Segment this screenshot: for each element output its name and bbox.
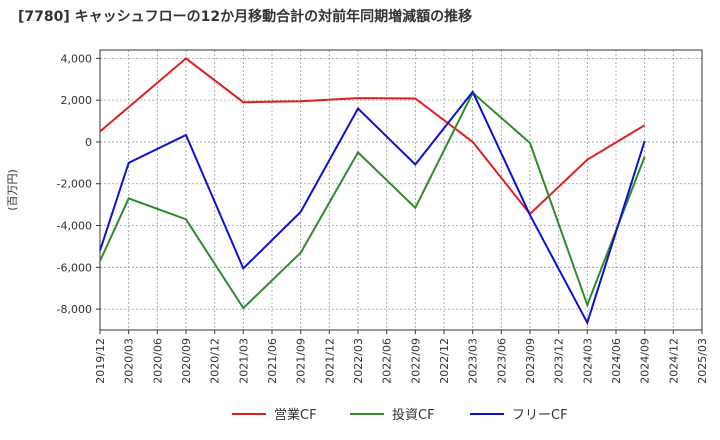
y-tick-label: -8,000 [57,303,92,316]
x-tick-label: 2021/03 [237,338,250,384]
x-tick-label: 2021/06 [266,338,279,384]
x-tick-label: 2024/03 [581,338,594,384]
x-tick-label: 2023/12 [553,338,566,384]
y-tick-label: 4,000 [61,52,93,65]
x-tick-label: 2025/03 [696,338,709,384]
legend: 営業CF 投資CF フリーCF [232,407,568,423]
x-tick-label: 2020/06 [151,338,164,384]
chart-title: [7780] キャッシュフローの12か月移動合計の対前年同期増減額の推移 [18,9,473,25]
x-tick-label: 2024/09 [639,338,652,384]
x-tick-label: 2021/12 [323,338,336,384]
x-tick-label: 2024/12 [667,338,680,384]
y-tick-label: 2,000 [61,94,93,107]
y-tick-label: -6,000 [57,261,92,274]
series-line-1 [99,57,646,216]
legend-label: 営業CF [274,407,317,423]
x-tick-label: 2020/03 [123,338,136,384]
x-tick-label: 2023/06 [495,338,508,384]
x-tick-label: 2020/12 [209,338,222,384]
y-tick-label: 0 [85,136,92,149]
plot-frame [99,49,703,331]
x-tick-label: 2023/09 [524,338,537,384]
x-tick-label: 2022/12 [438,338,451,384]
grid-layer [99,50,703,330]
x-tick-label: 2021/09 [295,338,308,384]
series-layer [99,57,646,326]
y-tick-label: -2,000 [57,178,92,191]
y-axis-label: (百万円) [6,169,19,211]
series-line-2 [99,91,646,310]
x-tick-label: 2023/03 [467,338,480,384]
x-tick-label: 2022/03 [352,338,365,384]
series-line-3 [99,89,646,326]
x-tick-label: 2022/06 [381,338,394,384]
x-tick-label: 2020/09 [180,338,193,384]
x-tick-label: 2022/09 [409,338,422,384]
y-axis: 4,000 2,000 0 -2,000 -4,000 -6,000 -8,000 [57,52,100,316]
x-tick-label: 2019/12 [94,338,107,384]
legend-label: 投資CF [392,407,435,423]
x-axis: 2019/12 2020/03 2020/06 2020/09 2020/12 2021/… [94,330,709,384]
y-tick-label: -4,000 [57,220,92,233]
legend-label: フリーCF [512,408,568,423]
x-tick-label: 2024/06 [610,338,623,384]
